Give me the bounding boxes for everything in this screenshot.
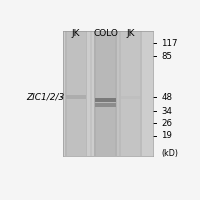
Text: 34: 34	[161, 107, 172, 116]
Bar	[120, 96, 141, 99]
Bar	[140, 31, 142, 156]
Bar	[115, 31, 117, 156]
Text: ZIC1/2/3: ZIC1/2/3	[27, 93, 65, 102]
Text: 48: 48	[161, 93, 172, 102]
Bar	[66, 95, 86, 99]
Bar	[94, 31, 96, 156]
Text: JK: JK	[72, 29, 80, 38]
Bar	[63, 31, 153, 156]
Text: 19: 19	[161, 131, 172, 140]
Bar	[95, 103, 116, 107]
Bar	[86, 31, 87, 156]
Text: 85: 85	[161, 52, 172, 61]
Bar	[95, 98, 116, 102]
Bar	[119, 31, 142, 156]
Bar	[94, 31, 117, 156]
Text: 117: 117	[161, 39, 178, 48]
Bar	[65, 31, 87, 156]
Text: JK: JK	[126, 29, 135, 38]
Text: COLO: COLO	[93, 29, 118, 38]
Text: (kD): (kD)	[161, 149, 178, 158]
Bar	[119, 31, 121, 156]
Text: 26: 26	[161, 119, 172, 128]
Bar	[65, 31, 67, 156]
